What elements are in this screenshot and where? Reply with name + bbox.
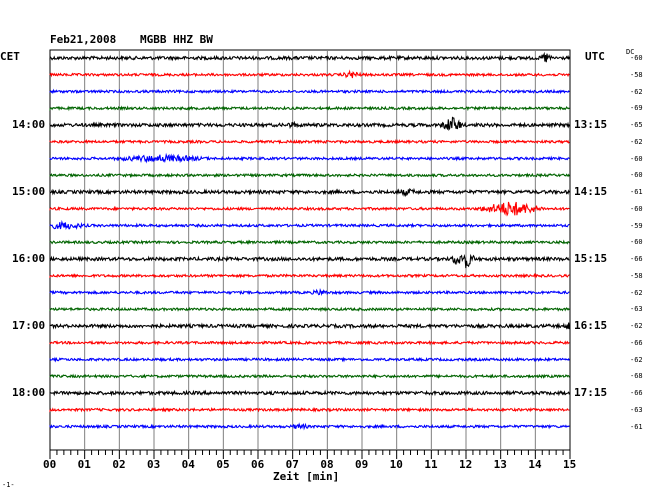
right-time-label: 14:15 [574, 185, 608, 198]
dc-value: -62 [630, 288, 643, 297]
seismic-trace [49, 272, 570, 279]
seismic-trace [49, 406, 570, 413]
dc-value: -66 [630, 389, 643, 397]
seismic-trace [49, 201, 570, 217]
right-time-label: 16:15 [574, 319, 608, 332]
x-tick-label: 09 [355, 458, 369, 471]
seismic-trace [49, 373, 570, 380]
dc-value: -66 [630, 338, 643, 347]
dc-value: -60 [630, 204, 643, 213]
seismic-trace [49, 152, 570, 164]
seismic-trace [49, 356, 570, 363]
plot-frame [49, 49, 571, 451]
dc-value: -58 [630, 70, 643, 79]
dc-value: -61 [630, 422, 643, 431]
dc-value: -58 [630, 271, 643, 280]
left-time-label: 15:00 [12, 185, 46, 198]
seismic-trace [49, 389, 570, 397]
seismic-trace [49, 288, 570, 297]
dc-value: -65 [630, 121, 643, 129]
x-tick-label: 08 [320, 458, 334, 471]
seismic-trace [49, 172, 570, 179]
seismic-trace [49, 422, 570, 431]
dc-value: -60 [630, 171, 643, 180]
dc-value: -60 [630, 238, 643, 247]
seismic-trace [49, 219, 570, 231]
left-time-label: 17:00 [12, 319, 46, 332]
dc-value: -61 [630, 188, 643, 196]
right-time-label: 13:15 [574, 118, 608, 131]
seismic-trace [49, 88, 570, 95]
x-tick-label: 12 [459, 458, 473, 471]
seismic-trace [49, 138, 570, 145]
dc-value: -63 [630, 405, 643, 414]
x-tick-label: 00 [43, 458, 57, 471]
x-tick-label: 06 [251, 458, 265, 471]
seismic-trace [49, 306, 570, 313]
x-axis-title: Zeit [min] [273, 470, 340, 483]
left-time-label: 18:00 [12, 386, 46, 399]
x-tick-label: 07 [285, 458, 299, 471]
x-tick-label: 02 [112, 458, 126, 471]
right-time-label: 15:15 [574, 252, 608, 265]
x-tick-label: 15 [563, 458, 577, 471]
x-tick-label: 13 [493, 458, 507, 471]
dc-value: -60 [630, 154, 643, 163]
seismic-trace [49, 253, 570, 269]
seismic-trace [49, 187, 570, 198]
dc-value: -66 [630, 255, 643, 263]
left-time-label: 16:00 [12, 252, 46, 265]
left-time-label: 14:00 [12, 118, 46, 131]
dc-value: -69 [630, 104, 643, 113]
seismic-trace [49, 105, 570, 112]
right-time-label: 17:15 [574, 386, 608, 399]
dc-value: -62 [630, 137, 643, 146]
station-label: MGBB HHZ BW [140, 33, 213, 46]
x-tick-label: 03 [147, 458, 161, 471]
x-tick-label: 10 [389, 458, 403, 471]
dc-value: -59 [630, 221, 643, 230]
x-tick-label: 04 [181, 458, 195, 471]
footnote: -1- [2, 481, 15, 489]
seismic-trace [49, 51, 570, 63]
x-tick-label: 05 [216, 458, 230, 471]
seismic-trace [49, 69, 570, 79]
left-timezone-label: CET [0, 50, 20, 63]
seismic-trace [49, 116, 570, 132]
dc-value: -62 [630, 322, 643, 330]
right-timezone-label: UTC [585, 50, 605, 63]
dc-value: -62 [630, 87, 643, 96]
dc-label: DC [626, 48, 635, 56]
dc-value: -68 [630, 372, 643, 381]
x-tick-label: 11 [424, 458, 438, 471]
date-label: Feb21,2008 [50, 33, 117, 46]
seismic-trace [49, 339, 570, 346]
seismic-trace [49, 322, 570, 330]
dc-value: -63 [630, 305, 643, 314]
seismic-trace [49, 239, 570, 246]
x-tick-label: 01 [77, 458, 91, 471]
x-tick-label: 14 [528, 458, 542, 471]
dc-value: -60 [630, 54, 643, 62]
dc-value: -62 [630, 355, 643, 364]
